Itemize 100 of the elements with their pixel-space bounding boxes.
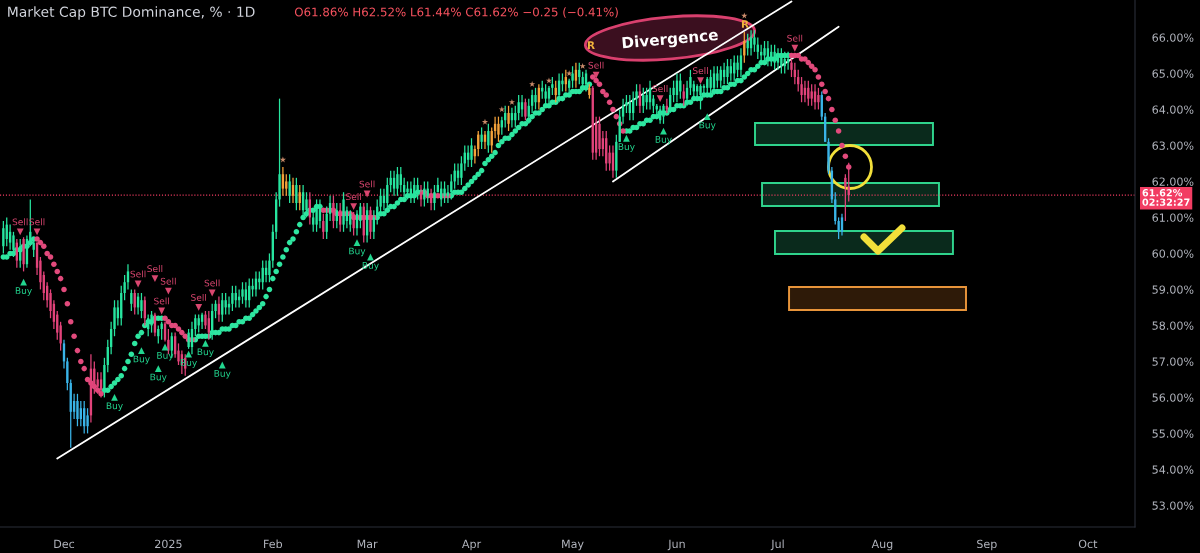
point — [579, 62, 586, 69]
point — [791, 44, 799, 52]
y-tick-label: 61.00% — [1152, 213, 1194, 222]
candlestick — [487, 123, 490, 154]
x-tick-label: Apr — [461, 539, 482, 551]
candlestick — [470, 137, 473, 168]
point — [353, 239, 361, 247]
candlestick — [295, 177, 298, 211]
data-label: Buy — [133, 355, 150, 365]
y-tick-label: 53.00% — [1152, 501, 1194, 510]
candlestick — [224, 292, 227, 316]
data-label: Sell — [346, 193, 361, 201]
point — [138, 347, 145, 355]
y-tick-label: 59.00% — [1152, 285, 1194, 294]
y-tick-label: 64.00% — [1152, 105, 1194, 114]
candlestick — [285, 173, 288, 197]
point — [697, 77, 704, 85]
point — [151, 275, 159, 283]
data-label: Sell — [359, 180, 375, 188]
candlestick — [524, 98, 527, 121]
data-label: Buy — [157, 352, 174, 361]
data-label: Sell — [160, 277, 176, 285]
candlestick — [817, 87, 820, 111]
candlestick — [679, 72, 682, 100]
point — [363, 190, 371, 198]
candlestick — [645, 87, 648, 111]
data-label: Buy — [150, 373, 167, 383]
x-tick-label: Sep — [977, 539, 997, 551]
point — [623, 134, 630, 142]
point — [20, 278, 27, 286]
point — [741, 12, 748, 19]
point — [218, 361, 226, 369]
y-tick-label: 56.00% — [1152, 393, 1194, 402]
y-tick-label: 66.00% — [1152, 33, 1194, 42]
point — [111, 394, 118, 401]
point — [16, 228, 24, 236]
candlestick — [598, 116, 601, 157]
point — [185, 350, 193, 358]
data-label: Sell — [191, 293, 207, 301]
annotation: R — [587, 41, 595, 49]
data-label: Sell — [652, 85, 668, 93]
x-tick-label: Dec — [54, 539, 75, 549]
y-tick-label: 57.00% — [1152, 357, 1194, 366]
data-label: Sell — [154, 297, 169, 305]
candlestick — [76, 393, 79, 427]
data-label: Sell — [692, 67, 708, 75]
point — [508, 98, 516, 105]
data-label: Sell — [588, 61, 604, 69]
x-tick-label: Feb — [264, 539, 283, 549]
point — [592, 71, 600, 79]
y-tick-label: 60.00% — [1152, 249, 1194, 258]
point — [703, 113, 711, 121]
x-tick-label: Jun — [667, 539, 685, 551]
candlestick — [288, 173, 291, 204]
candlestick — [251, 277, 254, 298]
annotation: Divergence — [622, 28, 719, 52]
data-label: Buy — [106, 402, 123, 411]
point — [481, 118, 489, 125]
ref-line-label: 61.62% 02:32:27 — [1142, 189, 1190, 206]
y-tick-label: 54.00% — [1152, 465, 1194, 474]
point — [656, 95, 664, 103]
data-label: Buy — [655, 136, 672, 145]
data-label: Sell — [130, 270, 146, 278]
data-label: Sell — [204, 279, 220, 287]
y-tick-label: 55.00% — [1152, 429, 1194, 438]
x-tick-label: Mar — [357, 539, 378, 549]
point — [158, 307, 166, 315]
candlestick — [396, 166, 399, 197]
candlestick — [497, 116, 500, 143]
candlestick — [86, 407, 89, 435]
point — [154, 365, 162, 373]
data-label: Sell — [787, 34, 803, 42]
chart-title: Market Cap BTC Dominance, % · 1D — [8, 6, 255, 20]
point — [134, 280, 142, 288]
text: O61.86% H62.52% L61.44% C61.62% −0.25 (−0.41%) — [294, 7, 618, 18]
point — [165, 287, 172, 295]
candlestick — [480, 126, 483, 150]
candlestick — [810, 83, 813, 107]
candlestick — [140, 292, 143, 319]
point — [33, 228, 41, 236]
data-label: Sell — [12, 218, 28, 226]
point — [350, 203, 358, 211]
y-tick-label: 65.00% — [1152, 69, 1194, 78]
x-tick-label: 2025 — [155, 539, 182, 549]
candlestick — [231, 285, 234, 312]
y-tick-label: 58.00% — [1152, 321, 1194, 330]
y-tick-label: 63.00% — [1152, 141, 1194, 150]
data-label: Sell — [147, 265, 163, 273]
point — [208, 289, 216, 297]
x-tick-label: Aug — [871, 539, 893, 551]
data-label: Buy — [699, 121, 716, 131]
candlestick — [130, 288, 133, 312]
x-tick-label: Jul — [770, 539, 784, 551]
data-label: Buy — [197, 348, 214, 357]
x-tick-label: May — [562, 539, 584, 551]
data-label: Buy — [214, 370, 231, 379]
point — [195, 304, 203, 311]
point — [529, 80, 536, 87]
data-label: Buy — [618, 143, 635, 152]
candlestick — [507, 105, 510, 132]
